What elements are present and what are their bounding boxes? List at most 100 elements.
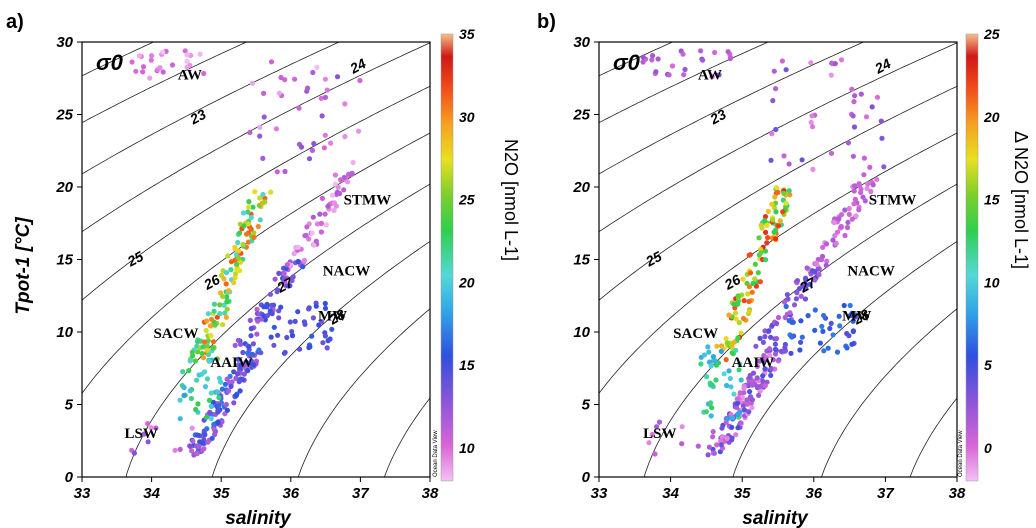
data-point — [231, 369, 237, 375]
data-point — [287, 283, 293, 289]
data-point — [796, 286, 803, 292]
data-point — [187, 388, 193, 394]
data-point — [845, 219, 851, 225]
data-point — [706, 444, 713, 450]
data-point — [858, 186, 864, 192]
data-point — [863, 114, 870, 120]
data-point — [853, 314, 859, 320]
data-point — [834, 349, 841, 355]
colorbar-title: Δ N2O [nmol L-1] — [1011, 131, 1031, 269]
data-point — [295, 309, 301, 315]
data-point — [706, 349, 712, 355]
data-point — [208, 390, 214, 396]
data-point — [759, 225, 765, 231]
data-point — [824, 258, 830, 264]
data-point — [268, 334, 274, 340]
data-point — [746, 252, 752, 258]
data-point — [820, 328, 826, 334]
data-point — [246, 344, 252, 350]
data-point — [228, 267, 234, 273]
data-point — [741, 298, 747, 304]
y-tick-label: 5 — [582, 397, 591, 414]
data-point — [271, 324, 277, 330]
data-point — [255, 318, 261, 324]
isopycnal-line — [82, 42, 341, 175]
data-point — [721, 371, 727, 377]
data-point — [810, 166, 816, 172]
data-point — [217, 302, 223, 308]
data-point — [268, 59, 275, 65]
data-point — [234, 371, 241, 377]
data-point — [828, 150, 835, 156]
data-point — [679, 441, 685, 447]
data-point — [851, 188, 857, 194]
data-point — [318, 229, 324, 235]
data-point — [695, 443, 701, 449]
data-point — [296, 105, 302, 111]
water-mass-label: STMW — [344, 192, 392, 208]
data-point — [724, 416, 731, 422]
data-point — [237, 268, 243, 274]
data-point — [328, 140, 334, 146]
data-point — [775, 358, 782, 364]
data-point — [868, 188, 874, 195]
data-point — [812, 327, 818, 333]
data-point — [295, 244, 301, 250]
data-point — [318, 220, 324, 226]
x-tick-label: 37 — [352, 485, 369, 502]
colorbar-tick-label: 0 — [984, 440, 992, 456]
data-point — [744, 397, 750, 403]
data-point — [736, 320, 742, 326]
isopycnal-label: 24 — [346, 55, 368, 77]
y-tick-label: 20 — [572, 179, 590, 196]
isopycnal-line — [986, 343, 1036, 528]
isopycnal-line — [82, 42, 155, 77]
data-point — [650, 53, 656, 59]
data-point — [727, 375, 733, 382]
water-mass-label: AAIW — [210, 355, 253, 371]
data-point — [846, 211, 852, 217]
colorbar-gradient — [440, 33, 454, 482]
data-point — [750, 280, 756, 287]
data-point — [850, 153, 857, 159]
data-point — [740, 276, 746, 282]
data-point — [666, 72, 672, 78]
data-point — [867, 164, 873, 170]
data-point — [241, 223, 247, 229]
data-point — [749, 382, 755, 388]
data-point — [718, 348, 724, 354]
data-point — [735, 293, 741, 299]
data-point — [698, 361, 704, 367]
data-point — [762, 366, 768, 372]
data-point — [799, 157, 805, 163]
data-point — [324, 87, 330, 93]
data-point — [157, 65, 163, 71]
data-point — [771, 68, 777, 74]
data-point — [731, 301, 737, 307]
data-point — [208, 333, 214, 339]
data-point — [190, 353, 196, 359]
data-point — [195, 339, 201, 345]
data-point — [224, 299, 230, 305]
data-point — [323, 222, 329, 228]
data-point — [314, 64, 320, 70]
data-point — [200, 355, 207, 361]
data-point — [821, 312, 827, 319]
data-point — [762, 218, 768, 224]
data-point — [274, 289, 280, 295]
data-point — [327, 336, 333, 342]
data-point — [223, 281, 229, 287]
data-point — [149, 53, 155, 59]
data-point — [273, 126, 279, 132]
x-tick-label: 34 — [662, 485, 679, 502]
data-point — [708, 413, 714, 419]
data-point — [851, 201, 857, 207]
data-point — [357, 77, 363, 84]
data-point — [756, 235, 762, 241]
data-point — [309, 147, 315, 153]
data-point — [145, 421, 151, 427]
data-point — [186, 368, 192, 374]
data-point — [276, 90, 282, 96]
data-point — [730, 415, 736, 421]
sigma-label: σ0 — [96, 50, 124, 75]
